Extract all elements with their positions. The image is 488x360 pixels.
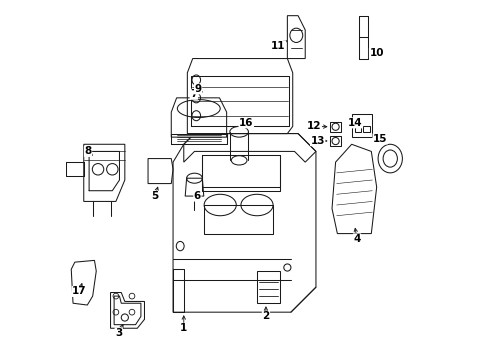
Text: 5: 5: [151, 191, 159, 201]
Bar: [257, 271, 280, 303]
Bar: [351, 114, 372, 137]
Text: 16: 16: [239, 118, 253, 128]
Text: 12: 12: [306, 121, 321, 131]
Text: 1: 1: [180, 323, 187, 333]
Text: 9: 9: [194, 84, 201, 94]
Text: 2: 2: [262, 311, 269, 321]
Bar: [329, 136, 340, 146]
Bar: [329, 122, 340, 132]
Bar: [363, 126, 369, 132]
Text: 14: 14: [347, 118, 362, 128]
Text: 7: 7: [190, 89, 197, 99]
Text: 4: 4: [353, 234, 360, 244]
Text: 17: 17: [72, 287, 86, 296]
Text: 10: 10: [368, 48, 383, 58]
Bar: [354, 126, 360, 132]
Text: 6: 6: [193, 191, 201, 201]
Text: 8: 8: [84, 147, 91, 157]
Text: 11: 11: [271, 41, 285, 51]
Text: 15: 15: [372, 134, 386, 144]
Text: 3: 3: [115, 328, 122, 338]
Text: 13: 13: [310, 136, 325, 146]
Polygon shape: [171, 98, 226, 137]
